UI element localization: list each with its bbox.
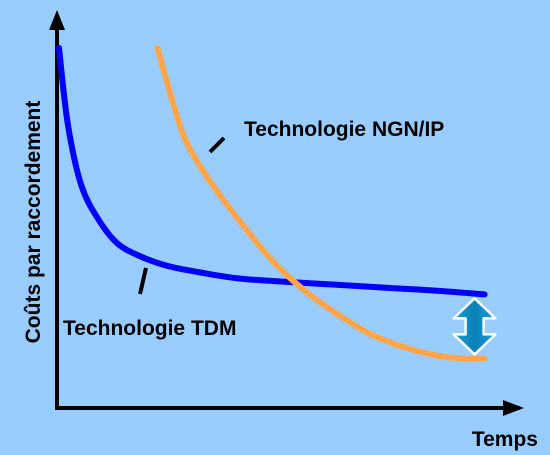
tdm-label-tick bbox=[138, 267, 148, 295]
x-axis-label: Temps bbox=[472, 428, 538, 451]
series-line-tdm bbox=[56, 45, 488, 298]
ngn-label-tick bbox=[208, 136, 226, 154]
x-axis-arrowhead bbox=[503, 400, 524, 416]
series-label-tdm: Technologie TDM bbox=[63, 317, 236, 340]
series-line-ngn bbox=[154, 45, 488, 362]
series-label-ngn: Technologie NGN/IP bbox=[244, 118, 444, 141]
gap-double-arrow-icon bbox=[452, 297, 497, 356]
y-axis-label: Coûts par raccordement bbox=[22, 101, 45, 344]
axes bbox=[49, 10, 524, 416]
series-layer bbox=[56, 45, 488, 362]
gap-arrow bbox=[452, 297, 497, 356]
y-axis-arrowhead bbox=[49, 10, 65, 30]
